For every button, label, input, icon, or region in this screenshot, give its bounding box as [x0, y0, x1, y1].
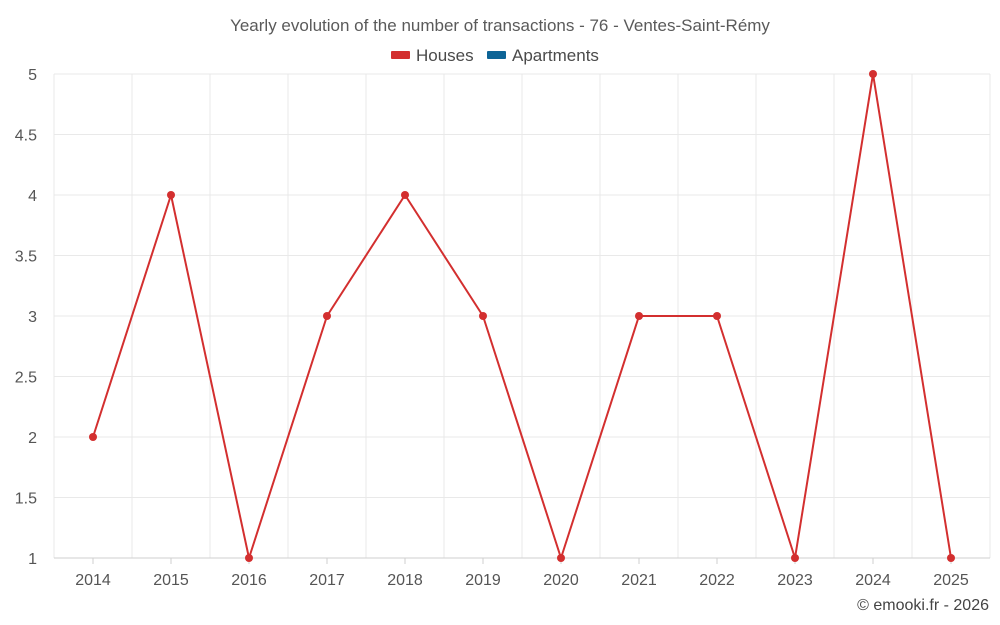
- x-tick-label: 2020: [543, 572, 579, 589]
- y-tick-label: 1: [28, 551, 37, 568]
- x-tick-label: 2024: [855, 572, 891, 589]
- y-axis-ticks: 1 1.5 2 2.5 3 3.5 4 4.5 5: [15, 67, 37, 568]
- x-tick-label: 2015: [153, 572, 189, 589]
- data-point-2014[interactable]: [89, 433, 97, 441]
- x-tick-label: 2023: [777, 572, 813, 589]
- credit-text: © emooki.fr - 2026: [857, 597, 989, 614]
- data-point-2023[interactable]: [791, 554, 799, 562]
- data-point-2019[interactable]: [479, 312, 487, 320]
- data-point-2020[interactable]: [557, 554, 565, 562]
- series-houses: [89, 70, 955, 562]
- series-line-houses: [92, 73, 952, 559]
- x-axis-ticks: 2014 2015 2016 2017 2018 2019 2020 2021 2022 2023…: [75, 558, 969, 589]
- x-tick-label: 2014: [75, 572, 111, 589]
- data-point-2016[interactable]: [245, 554, 253, 562]
- y-tick-label: 4.5: [15, 128, 37, 145]
- data-point-2021[interactable]: [635, 312, 643, 320]
- y-tick-label: 2: [28, 430, 37, 447]
- data-point-2022[interactable]: [713, 312, 721, 320]
- x-tick-label: 2016: [231, 572, 267, 589]
- legend-label-apartments: Apartments: [512, 46, 599, 65]
- chart-title: Yearly evolution of the number of transa…: [230, 16, 770, 35]
- y-tick-label: 2.5: [15, 370, 37, 387]
- data-point-2015[interactable]: [167, 191, 175, 199]
- x-tick-label: 2018: [387, 572, 423, 589]
- data-point-2024[interactable]: [869, 70, 877, 78]
- y-tick-label: 3: [28, 309, 37, 326]
- legend-swatch-apartments: [487, 51, 506, 59]
- legend-item-houses[interactable]: Houses: [391, 46, 474, 65]
- grid: [53, 73, 991, 558]
- data-point-2017[interactable]: [323, 312, 331, 320]
- y-tick-label: 4: [28, 188, 37, 205]
- data-point-2018[interactable]: [401, 191, 409, 199]
- x-tick-label: 2019: [465, 572, 501, 589]
- data-point-2025[interactable]: [947, 554, 955, 562]
- y-tick-label: 1.5: [15, 491, 37, 508]
- legend: Houses Apartments: [391, 46, 599, 65]
- legend-swatch-houses: [391, 51, 410, 59]
- y-tick-label: 5: [28, 67, 37, 84]
- x-tick-label: 2025: [933, 572, 969, 589]
- legend-item-apartments[interactable]: Apartments: [487, 46, 599, 65]
- y-tick-label: 3.5: [15, 249, 37, 266]
- legend-label-houses: Houses: [416, 46, 474, 65]
- x-tick-label: 2021: [621, 572, 657, 589]
- x-tick-label: 2017: [309, 572, 345, 589]
- x-tick-label: 2022: [699, 572, 735, 589]
